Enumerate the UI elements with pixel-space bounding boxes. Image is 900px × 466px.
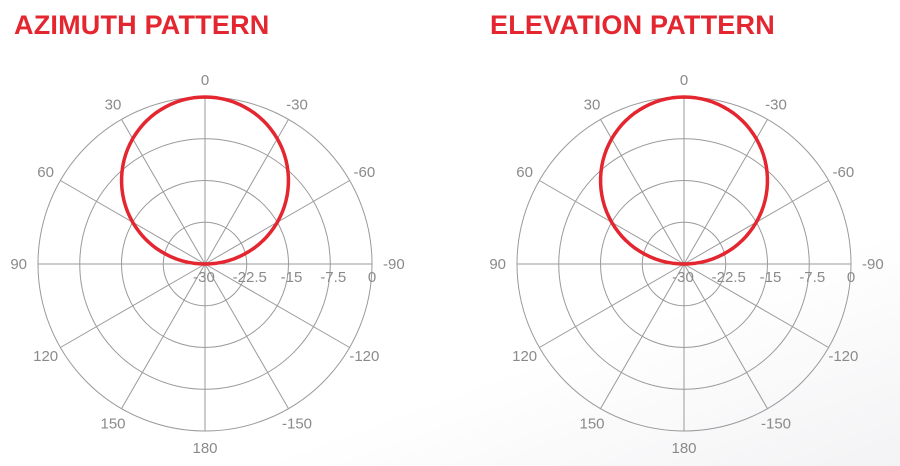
grid-spoke (60, 263, 206, 348)
angle-tick-label: 120 (512, 348, 537, 365)
angle-tick-label: -60 (354, 164, 376, 181)
angle-tick-label: -90 (862, 256, 884, 273)
grid-spoke (600, 119, 685, 265)
angle-tick-label: 60 (516, 164, 533, 181)
radial-tick-label: -7.5 (799, 269, 825, 286)
angle-tick-label: -60 (833, 164, 855, 181)
angle-tick-label: -30 (286, 97, 308, 114)
grid-spoke (683, 263, 829, 348)
angle-tick-label: -90 (383, 256, 405, 273)
pattern-line (119, 95, 291, 266)
grid-spoke (121, 119, 206, 265)
radial-tick-label: -22.5 (233, 269, 267, 286)
pattern-line (598, 95, 770, 266)
angle-tick-label: 0 (680, 72, 688, 89)
angle-tick-label: 150 (579, 415, 604, 432)
angle-tick-label: 30 (105, 97, 122, 114)
angle-tick-label: -120 (349, 348, 379, 365)
radial-tick-label: -15 (281, 269, 303, 286)
radial-tick-label: 0 (847, 269, 855, 286)
azimuth-title: AZIMUTH PATTERN (14, 10, 270, 40)
angle-tick-label: 180 (192, 440, 217, 457)
grid-spoke (539, 263, 685, 348)
grid-spoke (600, 263, 685, 409)
elevation-title: ELEVATION PATTERN (490, 10, 775, 40)
angle-tick-label: -150 (761, 415, 791, 432)
angle-tick-label: 0 (201, 72, 209, 89)
radial-tick-label: -7.5 (320, 269, 346, 286)
angle-tick-label: -30 (765, 97, 787, 114)
grid-spoke (204, 263, 350, 348)
angle-tick-label: 60 (37, 164, 54, 181)
radial-tick-label: -30 (672, 269, 694, 286)
radial-tick-label: 0 (368, 269, 376, 286)
grid-spoke (204, 119, 289, 265)
angle-tick-label: 120 (33, 348, 58, 365)
angle-tick-label: 90 (10, 256, 27, 273)
angle-tick-label: 150 (100, 415, 125, 432)
radial-tick-label: -30 (193, 269, 215, 286)
grid-spoke (683, 263, 768, 409)
angle-tick-label: 90 (489, 256, 506, 273)
angle-tick-label: 30 (584, 97, 601, 114)
radial-tick-label: -22.5 (712, 269, 746, 286)
angle-tick-label: -120 (828, 348, 858, 365)
grid-spoke (121, 263, 206, 409)
grid-spoke (683, 119, 768, 265)
grid-spoke (204, 263, 289, 409)
angle-tick-label: 180 (671, 440, 696, 457)
angle-tick-label: -150 (282, 415, 312, 432)
radial-tick-label: -15 (760, 269, 782, 286)
